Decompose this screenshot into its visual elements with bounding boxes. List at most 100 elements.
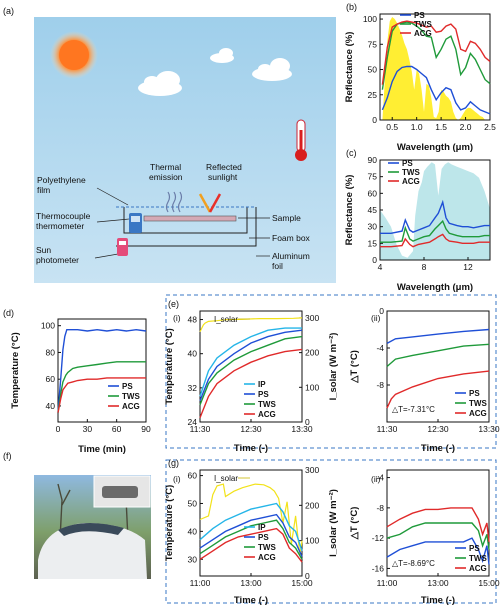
series-line-acg [381, 20, 491, 85]
sub-label: (ii) [371, 474, 381, 484]
legend-label: PS [258, 390, 269, 399]
series-line-ps [381, 65, 491, 115]
foam-box-label: Foam box [272, 233, 311, 243]
legend-label: TWS [122, 392, 140, 401]
car-body [38, 523, 147, 579]
solar-annotation: I_solar [214, 474, 238, 483]
x-tick-label: 60 [112, 424, 122, 434]
y-tick-label: 50 [188, 498, 198, 508]
sample-label: Sample [272, 213, 301, 223]
y-tick-label: 50 [368, 65, 378, 75]
series-line-ip [199, 327, 302, 397]
legend-label: PS [469, 389, 480, 398]
x-axis-label: Time (-) [234, 595, 268, 606]
y-tick-label: 60 [368, 188, 378, 198]
x-tick-label: 15:00 [291, 578, 313, 588]
y-axis-label: Reflectance (%) [344, 175, 355, 246]
chart-g_ii: 11:00 13:00 15:00 -16 -12 -8 -4 Time (-) △T (°C)… [349, 469, 500, 606]
legend-label: TWS [414, 20, 432, 29]
x-tick-label: 2.0 [460, 122, 472, 132]
sun-core [59, 40, 89, 70]
series-line-tws [380, 219, 490, 243]
x-tick-label: 11:00 [190, 578, 211, 588]
y-axis-label: △T (°C) [349, 507, 360, 541]
series-line-tws [199, 335, 303, 406]
series-line-tws [199, 519, 303, 560]
legend-label: TWS [402, 168, 420, 177]
sub-label: (ii) [371, 313, 381, 323]
y-axis-label: Reflectance (%) [344, 32, 355, 103]
cloud-icon [138, 71, 182, 96]
sub-label: (i) [173, 313, 181, 323]
y2-tick-label: 0 [305, 571, 310, 581]
atmospheric-window-area [380, 162, 490, 260]
thermometer-icon [295, 119, 307, 161]
series-line-acg [199, 527, 303, 563]
legend-label: PS [469, 544, 480, 553]
x-tick-label: 90 [141, 424, 151, 434]
legend-label: TWS [258, 400, 276, 409]
series-line-ps [57, 328, 147, 413]
y-tick-label: 40 [188, 526, 198, 536]
x-tick-label: 2.5 [484, 122, 496, 132]
y-axis-label: Temperature (°C) [164, 485, 175, 561]
panel-label-b: (b) [346, 2, 357, 12]
legend-label: PS [402, 159, 413, 168]
x-tick-label: 13:30 [478, 424, 500, 434]
delta-t-annotation: △T=-8.69°C [392, 559, 435, 568]
aluminum-foil-label: Aluminum foil [272, 251, 310, 271]
y-tick-label: -8 [376, 503, 384, 513]
panel-g-frame [165, 459, 497, 604]
y-tick-label: 0 [379, 306, 384, 316]
y-tick-label: 90 [368, 155, 378, 165]
y-tick-label: 0 [372, 115, 377, 125]
y-tick-label: 100 [41, 321, 55, 331]
y2-axis-label: I_solar (W m⁻²) [328, 489, 339, 557]
legend-label: PS [258, 533, 269, 542]
series-line-ip [199, 502, 303, 552]
legend-label: TWS [469, 399, 487, 408]
panel-label-a: (a) [3, 6, 14, 16]
x-tick-label: 1.5 [435, 122, 447, 132]
legend-label: TWS [469, 554, 487, 563]
legend-label: TWS [258, 543, 276, 552]
y2-tick-label: 300 [305, 465, 319, 475]
x-axis-label: Wavelength (μm) [397, 282, 473, 293]
y2-tick-label: 0 [305, 417, 310, 427]
panel-label-e_i: (e) [168, 299, 179, 309]
y-axis-label: Temperature (°C) [164, 328, 175, 404]
x-tick-label: 13:30 [291, 424, 313, 434]
solar-annotation: I_solar [214, 315, 238, 324]
plot-frame [57, 318, 147, 423]
series-line-acg [386, 370, 490, 409]
y-tick-label: 45 [368, 205, 378, 215]
y-tick-label: -8 [376, 380, 384, 390]
x-tick-label: 15:00 [478, 578, 500, 588]
car-windshield [58, 522, 124, 536]
series-line-ps [386, 328, 490, 345]
panel-f: (f) [3, 451, 151, 579]
y-tick-label: -4 [376, 343, 384, 353]
legend-label: IP [258, 380, 266, 389]
chart-b: 0.5 1.0 1.5 2.0 2.5 0 25 50 75 100 Wavelength (μm)… [344, 2, 496, 153]
legend-label: PS [414, 11, 425, 20]
thermal-emission-label: Thermal emission [149, 162, 183, 182]
legend-label: ACG [122, 402, 140, 411]
x-axis-label: Time (-) [421, 443, 455, 454]
series-line-ps [380, 199, 490, 234]
panel-label-d: (d) [3, 308, 14, 318]
y-tick-label: 24 [188, 417, 198, 427]
y-tick-label: 30 [368, 222, 378, 232]
legend-label: ACG [469, 564, 487, 573]
x-axis-label: Time (-) [234, 443, 268, 454]
y-tick-label: 80 [46, 347, 56, 357]
series-line-acg [199, 348, 303, 418]
y-tick-label: 30 [188, 554, 198, 564]
legend-label: ACG [414, 29, 432, 38]
x-tick-label: 1.0 [411, 122, 423, 132]
panel-label-f: (f) [3, 451, 12, 461]
chart-c: 4 8 12 0 15 30 45 60 75 90 Wavelength (μm) Reflecta… [344, 148, 491, 293]
legend-label: IP [258, 523, 266, 532]
series-line-ps [386, 537, 490, 565]
